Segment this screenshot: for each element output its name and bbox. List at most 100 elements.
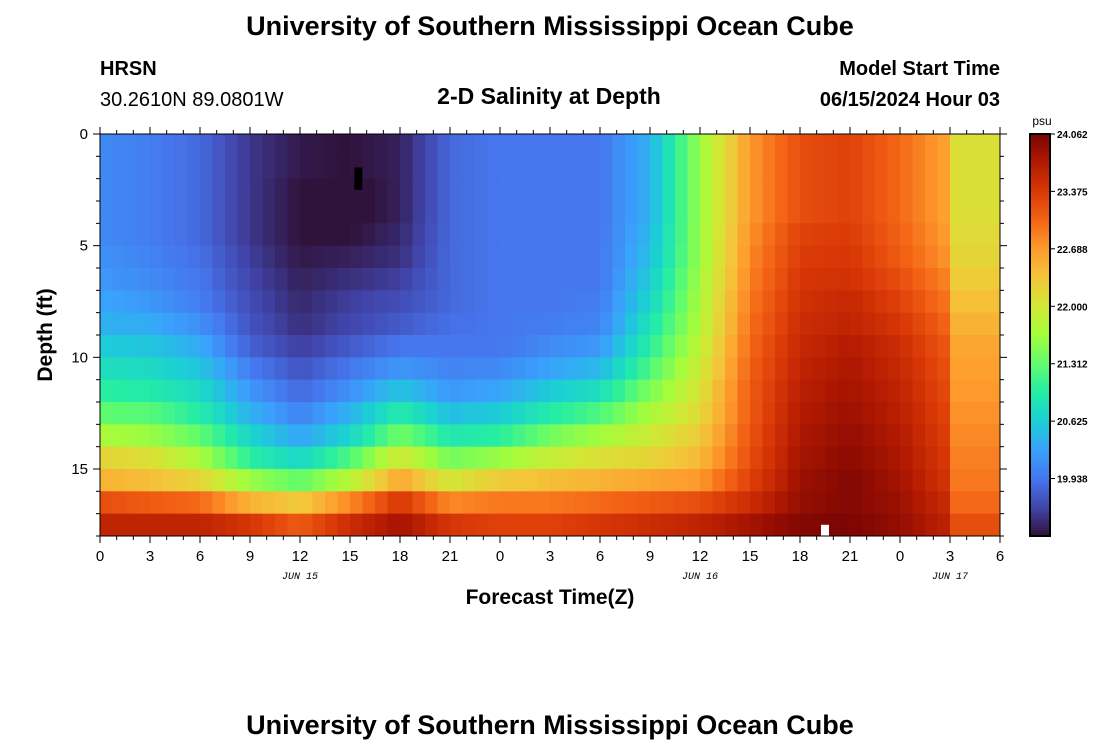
heatmap-cell [475,402,489,425]
heatmap-cell [612,357,626,381]
heatmap-cell [387,379,401,403]
heatmap-cell [637,134,651,157]
heatmap-cell [875,312,889,336]
heatmap-cell [200,268,214,291]
heatmap-cell [125,379,139,403]
heatmap-cell [237,245,251,269]
heatmap-cell [537,268,551,291]
heatmap-cell [175,312,189,336]
heatmap-cell [500,424,514,448]
heatmap-cell [562,156,576,180]
heatmap-cell [287,268,301,291]
heatmap-cell [437,134,451,157]
heatmap-cell [550,223,564,247]
heatmap-cell [512,446,526,470]
heatmap-cell [287,245,301,269]
heatmap-cell [100,379,114,403]
heatmap-cell [237,446,251,470]
heatmap-cell [625,379,639,403]
heatmap-cell [250,201,264,224]
heatmap-cell [462,424,476,448]
heatmap-cell [475,424,489,448]
heatmap-cell [187,290,201,314]
heatmap-cell [737,513,751,536]
heatmap-cell [587,402,601,425]
heatmap-cell [262,156,276,180]
heatmap-cell [725,156,739,180]
heatmap-cell [750,178,764,202]
heatmap-cells [100,134,1000,536]
heatmap-cell [787,268,801,291]
heatmap-cell [287,178,301,202]
heatmap-cell [350,245,364,269]
heatmap-cell [912,379,926,403]
heatmap-cell [462,178,476,202]
heatmap-cell [225,491,239,515]
heatmap-cell [862,446,876,470]
heatmap-cell [500,134,514,157]
heatmap-cell [737,402,751,425]
heatmap-cell [262,134,276,157]
heatmap-cell [675,290,689,314]
heatmap-cell [950,513,1000,536]
heatmap-cell [400,223,414,247]
heatmap-cell [562,357,576,381]
heatmap-cell [162,469,176,492]
heatmap-cell [925,357,939,381]
heatmap-cell [762,223,776,247]
heatmap-cell [362,312,376,336]
heatmap-cell [887,379,901,403]
heatmap-cell [375,491,389,515]
heatmap-cell [625,513,639,536]
heatmap-cell [837,402,851,425]
heatmap-cell [475,491,489,515]
heatmap-cell [100,268,114,291]
heatmap-cell [737,424,751,448]
heatmap-cell [837,491,851,515]
heatmap-cell [425,178,439,202]
heatmap-cell [425,201,439,224]
heatmap-cell [450,335,464,358]
heatmap-cell [487,134,501,157]
heatmap-cell [537,469,551,492]
heatmap-cell [200,513,214,536]
heatmap-cell [800,513,814,536]
heatmap-cell [687,469,701,492]
heatmap-cell [812,357,826,381]
heatmap-cell [275,156,289,180]
heatmap-cell [512,268,526,291]
heatmap-cell [400,178,414,202]
heatmap-cell [187,491,201,515]
heatmap-cell [850,312,864,336]
heatmap-cell [237,134,251,157]
heatmap-cell [237,335,251,358]
heatmap-cell [825,312,839,336]
heatmap-cell [287,223,301,247]
heatmap-cell [687,402,701,425]
heatmap-cell [875,335,889,358]
heatmap-cell [187,178,201,202]
heatmap-cell [750,134,764,157]
heatmap-cell [700,201,714,224]
heatmap-cell [887,223,901,247]
heatmap-cell [750,268,764,291]
heatmap-cell [200,379,214,403]
heatmap-cell [800,134,814,157]
heatmap-cell [412,491,426,515]
heatmap-cell [550,513,564,536]
heatmap-cell [800,379,814,403]
heatmap-cell [650,201,664,224]
heatmap-cell [587,469,601,492]
heatmap-cell [612,245,626,269]
heatmap-cell [687,223,701,247]
heatmap-cell [737,201,751,224]
heatmap-cell [650,402,664,425]
heatmap-cell [350,491,364,515]
heatmap-cell [387,312,401,336]
heatmap-cell [462,156,476,180]
heatmap-cell [500,335,514,358]
heatmap-cell [112,290,126,314]
heatmap-cell [237,513,251,536]
heatmap-cell [712,491,726,515]
